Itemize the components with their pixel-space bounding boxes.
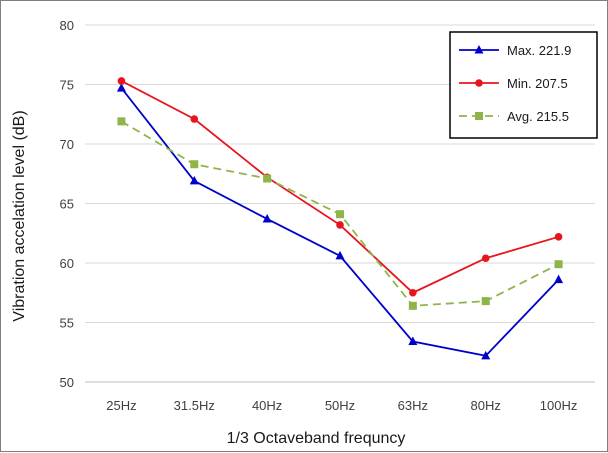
data-point (117, 77, 126, 85)
data-point (336, 221, 344, 229)
x-tick-label: 80Hz (471, 398, 501, 413)
legend-marker (475, 79, 483, 87)
y-axis-title: Vibration accelation level (dB) (11, 110, 28, 321)
data-point (481, 254, 490, 263)
data-point (554, 233, 563, 241)
data-point (554, 260, 563, 269)
y-tick-label: 60 (60, 256, 74, 271)
data-point (554, 274, 564, 284)
data-point (409, 288, 417, 297)
y-tick-label: 75 (60, 78, 74, 93)
y-tick-label: 55 (60, 316, 74, 331)
y-tick-label: 70 (60, 137, 74, 152)
series-circle (117, 77, 563, 297)
x-tick-label: 25Hz (106, 398, 136, 413)
x-tick-label: 31.5Hz (174, 398, 215, 413)
data-point (408, 336, 418, 346)
data-point (481, 350, 491, 360)
y-tick-labels: 50 55 60 65 70 75 80 (60, 18, 74, 390)
y-tick-label: 80 (60, 18, 74, 33)
x-axis-title: 1/3 Octaveband frequncy (227, 430, 406, 447)
data-point (335, 250, 345, 260)
legend-label: Max. 221.9 (507, 43, 571, 58)
series-square (117, 117, 563, 310)
legend-label: Avg. 215.5 (507, 109, 569, 124)
x-tick-label: 50Hz (325, 398, 355, 413)
legend: Max. 221.9 Min. 207.5 Avg. 215.5 (449, 31, 598, 139)
data-point (408, 301, 417, 310)
data-point (117, 117, 126, 126)
data-point (481, 297, 490, 306)
x-tick-labels: 25Hz 31.5Hz 40Hz 50Hz 63Hz 80Hz 100Hz (106, 398, 577, 413)
x-tick-label: 40Hz (252, 398, 282, 413)
data-point (190, 115, 199, 123)
data-point (190, 160, 199, 169)
data-point (189, 175, 199, 185)
data-point (263, 174, 272, 183)
y-tick-label: 50 (60, 375, 74, 390)
x-tick-label: 63Hz (398, 398, 428, 413)
legend-marker (474, 45, 484, 54)
series-triangle (116, 83, 564, 360)
legend-marker (475, 112, 483, 120)
legend-label: Min. 207.5 (507, 76, 568, 91)
gridlines (85, 24, 595, 383)
x-tick-label: 100Hz (540, 398, 578, 413)
data-point (262, 213, 272, 223)
y-tick-label: 65 (60, 197, 74, 212)
data-point (116, 83, 126, 92)
data-point (336, 210, 344, 219)
series-group (116, 77, 564, 360)
